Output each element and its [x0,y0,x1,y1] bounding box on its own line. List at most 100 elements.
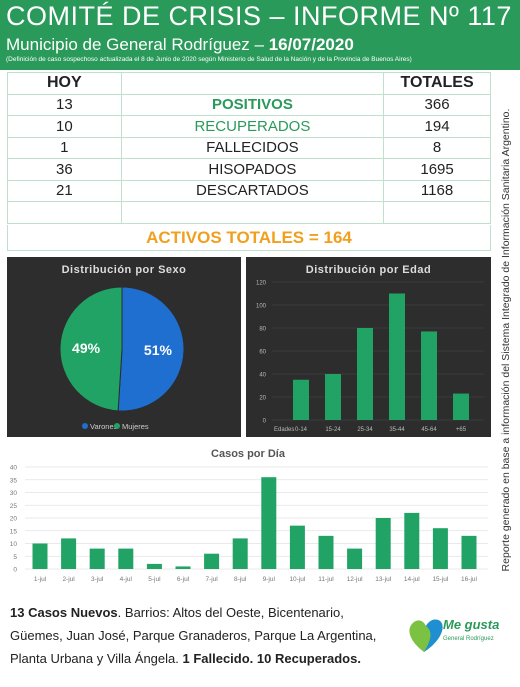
total-value: 1168 [383,179,491,202]
table-row-empty [7,201,491,224]
heart-map-icon [409,619,443,652]
x-tick-label: 16-jul [461,576,477,583]
x-tick-label: 45-64 [421,427,437,433]
legend-label: Varones [90,422,118,431]
table-header-row: HOY TOTALES [7,72,491,95]
bar-8-jul [232,538,248,569]
total-value: 194 [383,115,491,138]
legend-swatch [82,423,88,429]
x-tick-label: 9-jul [263,576,276,583]
y-tick-label: 100 [256,304,267,310]
bar-4-jul [118,548,134,569]
bar-6-jul [175,566,191,569]
total-value: 1695 [383,158,491,181]
total-value: 8 [383,136,491,159]
x-tick-label: 7-jul [205,576,218,583]
col-totales: TOTALES [383,72,491,95]
x-tick-label: 0-14 [295,427,308,433]
y-tick-label: 30 [10,490,18,497]
hoy-value: 1 [7,136,122,159]
bar-7-jul [204,553,220,569]
bar-12-jul [347,548,363,569]
row-label: POSITIVOS [120,93,385,116]
sex-chart-panel: Distribución por Sexo 51% 49% Varones Mujer… [7,257,241,437]
bar-3-jul [89,548,105,569]
y-tick-label: 0 [263,419,267,425]
x-tick-label: 12-jul [347,576,363,583]
y-tick-label: 60 [259,350,266,356]
footer-summary: 13 Casos Nuevos. Barrios: Altos del Oest… [10,601,395,670]
pie-slice-mujeres [59,286,123,412]
bar-15-24 [325,374,341,420]
x-tick-label: 6-jul [177,576,190,583]
x-tick-label: 25-34 [357,427,373,433]
report-date: 16/07/2020 [268,35,354,54]
age-chart-panel: Distribución por Edad 0 20 40 60 80 100 120 Eda… [246,257,491,437]
report-subtitle: Municipio de General Rodríguez – 16/07/2… [6,35,354,55]
x-tick-label: 14-jul [404,576,420,583]
bar-+65 [453,393,469,420]
hoy-value: 36 [7,158,122,181]
x-tick-label: 13-jul [375,576,391,583]
sex-chart-title: Distribución por Sexo [61,264,187,276]
legend-label: Mujeres [122,422,149,431]
new-cases: 13 Casos Nuevos [10,605,118,620]
bar-2-jul [61,538,77,569]
bar-9-jul [261,477,277,569]
bar-13-jul [375,518,391,569]
bar-5-jul [146,563,162,569]
x-tick-label: 8-jul [234,576,247,583]
y-tick-label: 120 [256,281,267,287]
table-row: 1 FALLECIDOS 8 [7,136,491,159]
y-tick-label: 20 [259,396,266,402]
hoy-value: 21 [7,179,122,202]
stats-table: HOY TOTALES 13 POSITIVOS 366 10 RECUPERA… [7,72,491,224]
bar-15-jul [432,528,448,569]
row-label: HISOPADOS [120,158,385,181]
table-row: 13 POSITIVOS 366 [7,93,491,116]
logo-text: Me gusta [443,617,500,632]
pie-value-label: 49% [72,340,101,356]
row-label: RECUPERADOS [120,115,385,138]
y-tick-label: 15 [10,528,18,535]
pie-slice-varones [117,286,185,412]
y-tick-label: 80 [259,327,266,333]
y-tick-label: 25 [10,503,18,510]
daily-chart-title: Casos por Día [211,448,285,460]
row-label: FALLECIDOS [120,136,385,159]
bar-16-jul [461,535,477,569]
age-bar-chart: 0 20 40 60 80 100 120 Edades 0-14 15-24 25-34 35-44… [256,281,484,433]
fallecido-text: 1 Fallecido. [182,651,257,666]
daily-bar-chart: 0 5 10 15 20 25 30 35 40 1-jul 2-jul 3-jul 4-jul 5-ju… [10,465,488,583]
x-tick-label: +65 [456,427,467,433]
table-row: 10 RECUPERADOS 194 [7,115,491,138]
bar-14-jul [404,512,420,569]
y-tick-label: 5 [13,554,17,561]
y-tick-label: 20 [10,516,18,523]
x-tick-label: 2-jul [62,576,75,583]
col-hoy: HOY [7,72,122,95]
y-tick-label: 35 [10,477,18,484]
hoy-value: 13 [7,93,122,116]
table-row: 36 HISOPADOS 1695 [7,158,491,181]
bar-1-jul [32,543,48,569]
sex-pie-chart: 51% 49% Varones Mujeres [59,286,185,431]
x-tick-label: 4-jul [120,576,133,583]
table-row: 21 DESCARTADOS 1168 [7,179,491,202]
report-header: COMITÉ DE CRISIS – INFORME Nº 117 Munici… [0,0,520,70]
x-axis-label: Edades [274,427,294,433]
legend-swatch [114,423,120,429]
x-tick-label: 5-jul [148,576,161,583]
x-tick-label: 10-jul [289,576,305,583]
activos-totales: ACTIVOS TOTALES = 164 [7,225,491,251]
y-tick-label: 40 [259,373,266,379]
logo-subtext: General Rodríguez [443,636,494,642]
recuperados-text: 10 Recuperados. [256,651,361,666]
x-tick-label: 15-jul [432,576,448,583]
bar-35-44 [389,293,405,420]
x-tick-label: 3-jul [91,576,104,583]
bar-11-jul [318,535,334,569]
x-tick-label: 1-jul [34,576,47,583]
y-tick-label: 0 [13,567,17,574]
x-tick-label: 11-jul [318,576,334,583]
